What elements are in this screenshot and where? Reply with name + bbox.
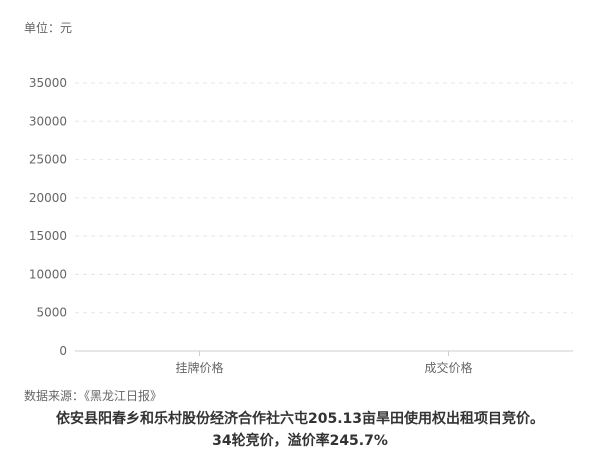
y-tick-label: 0 <box>59 344 67 358</box>
data-source: 数据来源：《黑龙江日报》 <box>24 389 163 403</box>
y-tick-label: 10000 <box>29 267 67 281</box>
y-tick-label: 20000 <box>29 191 67 205</box>
unit-label: 单位：元 <box>24 21 73 35</box>
y-tick-label: 30000 <box>29 114 67 128</box>
y-tick-label: 25000 <box>29 153 67 167</box>
caption-line-1: 依安县阳春乡和乐村股份经济合作社六屯205.13亩旱田使用权出租项目竞价。 <box>55 411 545 427</box>
y-tick-label: 15000 <box>29 229 67 243</box>
x-tick-label: 成交价格 <box>424 360 472 375</box>
y-tick-label: 5000 <box>36 306 67 320</box>
caption-line-2: 34轮竞价，溢价率245.7% <box>212 433 388 449</box>
x-tick-label: 挂牌价格 <box>175 360 223 375</box>
y-tick-label: 35000 <box>29 76 67 90</box>
chart-caption: 依安县阳春乡和乐村股份经济合作社六屯205.13亩旱田使用权出租项目竞价。 34… <box>0 408 600 452</box>
